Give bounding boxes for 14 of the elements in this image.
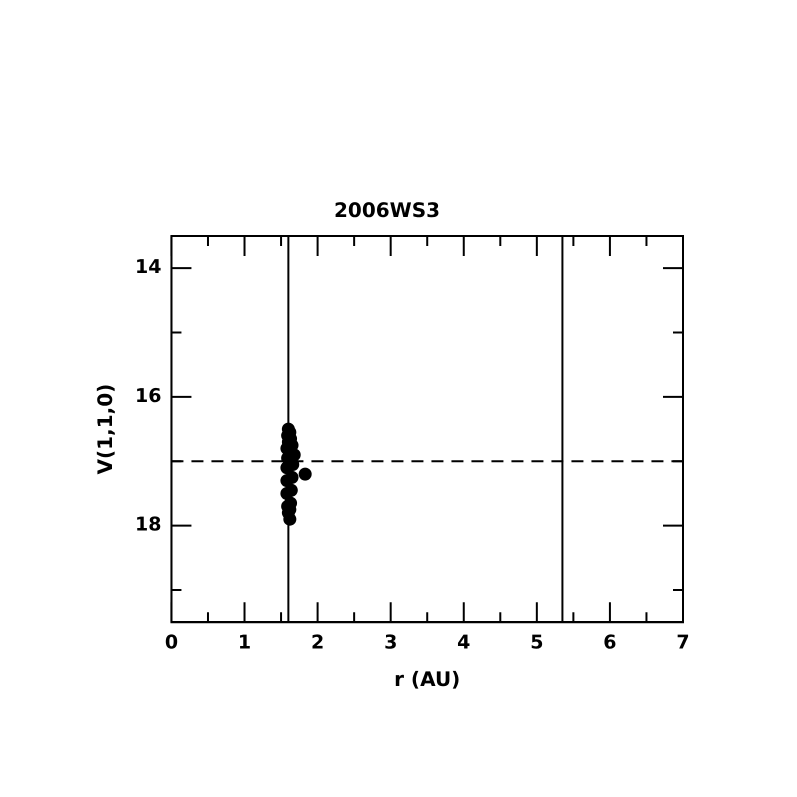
y-axis-title: V(1,1,0)	[93, 384, 118, 474]
x-tick-label: 2	[310, 632, 324, 654]
x-tick-label: 5	[530, 632, 544, 654]
x-tick-label: 4	[457, 632, 470, 654]
y-tick-label: 18	[134, 514, 162, 536]
x-tick-label: 1	[238, 632, 252, 654]
x-tick-label: 3	[384, 632, 398, 654]
x-tick-label: 0	[164, 632, 178, 654]
y-tick-label: 16	[134, 384, 162, 407]
x-tick-label: 6	[603, 632, 617, 654]
x-tick-label: 7	[676, 632, 690, 654]
y-tick-label: 14	[134, 256, 162, 278]
chart-title: 2006WS3	[334, 198, 440, 222]
x-axis-title: r (AU)	[394, 667, 460, 692]
